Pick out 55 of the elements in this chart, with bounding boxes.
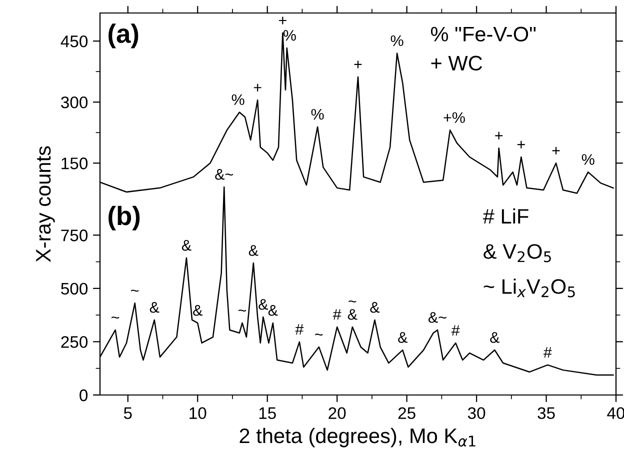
- annotation: &~: [428, 312, 446, 323]
- annotation: (b): [108, 206, 140, 230]
- annotation: +%: [444, 112, 465, 123]
- y-tick-label: 450: [60, 35, 88, 48]
- annotation: &: [268, 305, 278, 316]
- annotation: +: [552, 146, 560, 154]
- annotation: +: [354, 60, 362, 68]
- annotation: %: [311, 108, 324, 120]
- annotation: &: [248, 245, 258, 256]
- annotation: ~: [131, 290, 139, 292]
- annotation: &: [150, 302, 160, 313]
- annotation: &: [193, 305, 202, 316]
- annotation: ~: [315, 334, 323, 336]
- y-axis-title: X-ray counts: [36, 146, 55, 262]
- x-tick-label: 20: [328, 407, 346, 420]
- y-tick-label: 300: [61, 96, 88, 108]
- annotation: % "Fe-V-O": [430, 26, 536, 42]
- annotation: & V$_{2}$O$_{5}$: [484, 244, 551, 262]
- x-tick-label: 5: [124, 407, 132, 420]
- x-tick-label: 10: [190, 407, 206, 420]
- annotation: &: [398, 332, 408, 343]
- annotation: &~: [215, 169, 233, 180]
- annotation: +: [517, 140, 525, 148]
- y-tick-label: 150: [62, 158, 88, 170]
- x-tick-label: 25: [398, 407, 416, 420]
- y-tick-label: 0: [80, 389, 88, 402]
- x-tick-label: 30: [468, 407, 486, 420]
- y-tick-label: 750: [61, 230, 88, 242]
- annotation: &: [370, 302, 380, 313]
- annotation: +: [495, 132, 503, 140]
- annotation: ~: [112, 316, 120, 319]
- annotation: # LiF: [482, 208, 528, 224]
- annotation: %: [283, 30, 296, 41]
- annotation: #: [295, 324, 304, 335]
- y-tick-label: 500: [61, 282, 88, 295]
- annotation: +: [254, 84, 262, 92]
- annotation: %: [582, 154, 594, 165]
- annotation: ~: [238, 310, 246, 312]
- annotation: #: [451, 325, 460, 336]
- annotation: &: [258, 299, 268, 310]
- x-axis-title: 2 theta (degrees), Mo K$_{α1}$: [240, 428, 476, 448]
- annotation: (a): [108, 24, 138, 48]
- annotation: #: [543, 347, 552, 358]
- x-tick-label: 35: [538, 407, 555, 420]
- annotation: &: [182, 240, 192, 251]
- annotation: %: [390, 35, 404, 46]
- annotation: &: [490, 332, 500, 343]
- annotation: +: [278, 16, 286, 24]
- annotation: ~ &: [348, 300, 358, 320]
- annotation: #: [332, 309, 342, 320]
- annotation: %: [232, 94, 244, 106]
- y-tick-label: 250: [61, 336, 88, 348]
- annotation: ~ Li$_{x}$V$_{2}$O$_{5}$: [484, 278, 575, 298]
- annotation: + WC: [431, 56, 482, 71]
- x-tick-label: 15: [259, 407, 276, 420]
